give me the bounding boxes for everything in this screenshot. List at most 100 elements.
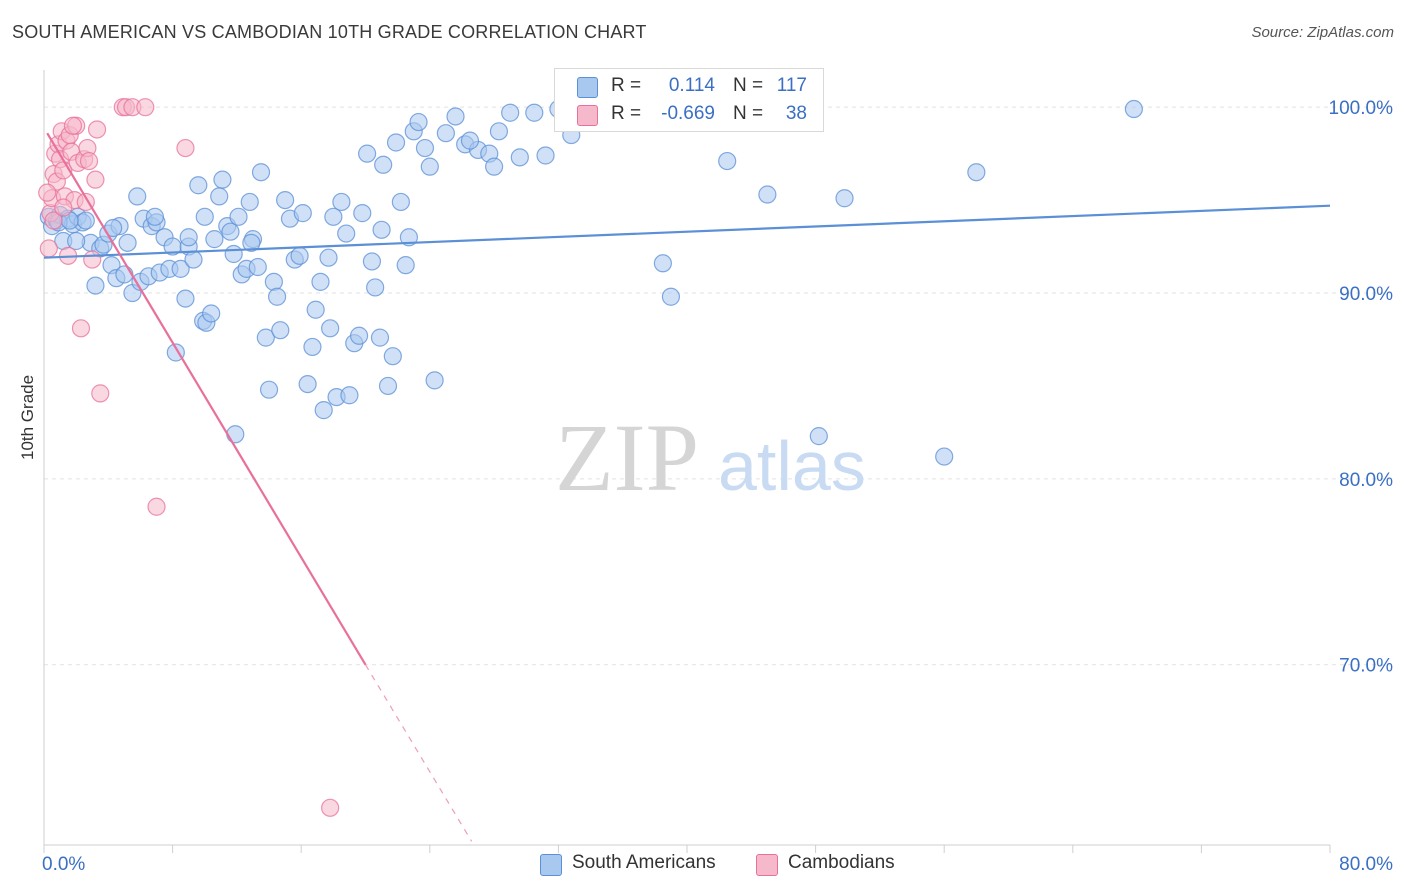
data-point (171, 259, 190, 278)
legend-swatch-blue (577, 77, 598, 98)
data-point (63, 116, 83, 135)
data-point (54, 198, 73, 217)
data-point (718, 151, 737, 171)
data-point (370, 328, 390, 347)
data-point (87, 120, 107, 139)
data-point (321, 319, 340, 338)
trend-lines (43, 132, 1331, 842)
legend-n-label: N = (733, 75, 764, 96)
data-point (358, 144, 377, 163)
data-point (396, 256, 415, 275)
data-point (229, 207, 248, 226)
tick-labels: 100.0% 90.0% 80.0% 70.0% 0.0% 80.0% (42, 98, 1393, 875)
legend-swatch-pink (577, 105, 598, 126)
data-point (76, 211, 95, 230)
watermark-zip: ZIP (555, 404, 699, 511)
y-tick-label: 90.0% (1339, 284, 1393, 305)
data-point (446, 107, 465, 126)
data-point (128, 187, 147, 206)
data-point (306, 300, 325, 319)
data-point (298, 374, 317, 394)
trend-line (43, 204, 1331, 259)
trend-line (46, 132, 367, 666)
data-point (205, 230, 224, 249)
x-tick-label: 0.0% (42, 854, 85, 875)
data-point (340, 386, 359, 405)
data-point (226, 425, 245, 444)
data-point (44, 211, 63, 230)
source-credit: Source: ZipAtlas.com (1251, 24, 1394, 41)
data-point (267, 287, 287, 306)
y-tick-label: 70.0% (1339, 656, 1393, 677)
data-point (420, 157, 439, 176)
data-point (176, 138, 195, 158)
correlation-legend: R = 0.114 N = 117 R = -0.669 N = 38 (554, 68, 824, 132)
data-point (176, 289, 195, 308)
data-point (366, 278, 385, 297)
legend-r-value: -0.669 (661, 103, 715, 124)
data-point (525, 103, 544, 122)
data-point (303, 337, 322, 357)
data-point (242, 233, 261, 252)
data-point (1124, 99, 1143, 119)
data-point (661, 287, 681, 306)
series-south-americans (39, 99, 1143, 466)
data-point (213, 170, 232, 189)
data-point (378, 376, 398, 396)
legend-swatch-pink (756, 854, 778, 876)
data-point (374, 155, 393, 174)
series-legend: South Americans Cambodians (0, 852, 1406, 878)
data-point (293, 204, 312, 223)
trend-line-extrapolated (364, 664, 473, 842)
legend-swatch-blue (540, 854, 562, 876)
data-point (311, 272, 330, 291)
legend-n-label: N = (733, 103, 764, 124)
data-point (224, 244, 243, 264)
data-point (319, 248, 338, 267)
data-point (337, 224, 356, 243)
data-point (195, 207, 214, 226)
watermark-atlas: atlas (718, 427, 866, 505)
data-point (240, 192, 259, 212)
legend-r-value: 0.114 (668, 75, 715, 96)
data-point (510, 148, 529, 167)
data-point (758, 185, 777, 204)
legend-row-south-americans: R = 0.114 N = 117 (555, 73, 823, 101)
data-point (536, 146, 555, 165)
data-point (967, 163, 986, 182)
data-point (259, 380, 279, 399)
data-point (409, 112, 428, 132)
data-point (38, 183, 57, 202)
data-point (248, 257, 267, 277)
data-point (71, 319, 91, 338)
data-point (83, 250, 102, 269)
grid-lines (44, 106, 1390, 666)
data-point (179, 228, 198, 247)
legend-row-cambodians: R = -0.669 N = 38 (555, 101, 823, 129)
data-point (210, 187, 229, 206)
data-point (372, 220, 391, 239)
legend-r-label: R = (611, 75, 642, 96)
data-point (39, 239, 58, 258)
data-point (118, 233, 137, 252)
data-point (386, 133, 406, 152)
data-point (256, 328, 275, 347)
legend-label: Cambodians (788, 852, 895, 873)
data-point (383, 347, 402, 366)
data-point (935, 447, 954, 466)
data-point (460, 131, 480, 150)
data-point (353, 204, 372, 223)
data-point (145, 207, 165, 226)
data-point (115, 265, 134, 284)
data-point (136, 98, 155, 117)
data-point (436, 124, 455, 143)
data-point (290, 246, 309, 265)
data-point (653, 254, 672, 273)
data-point (332, 192, 351, 212)
data-point (809, 427, 828, 446)
data-point (399, 228, 419, 247)
data-point (349, 326, 369, 345)
y-tick-label: 100.0% (1329, 98, 1394, 119)
data-point (221, 222, 240, 241)
